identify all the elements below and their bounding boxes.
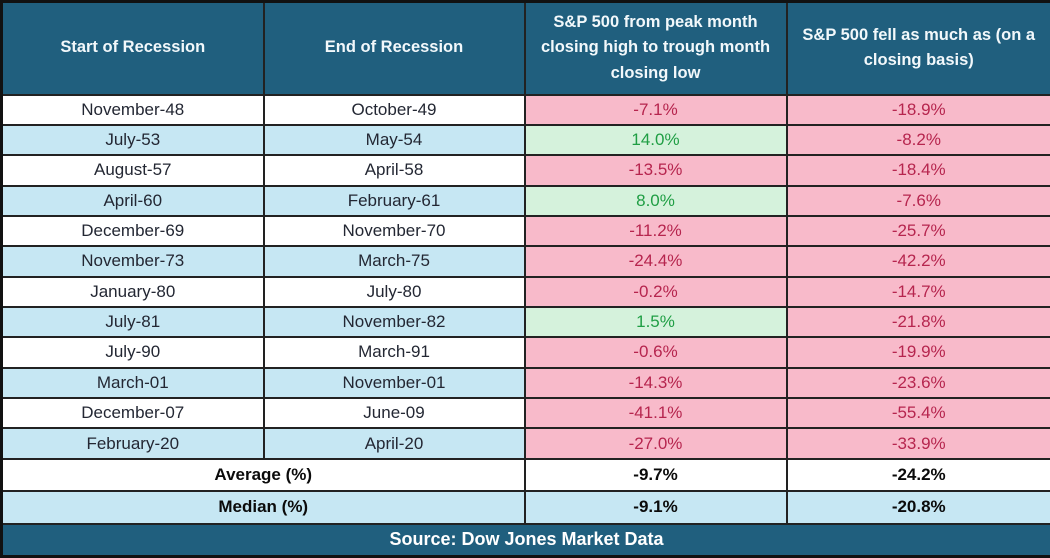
- max-decline-cell: -21.8%: [785, 305, 1050, 339]
- peak-trough-cell: -0.6%: [523, 336, 788, 369]
- table-row: November-48 October-49 -7.1% -18.9%: [0, 93, 1050, 126]
- end-date-cell: July-80: [262, 275, 526, 308]
- column-header-start-of-recession: Start of Recession: [0, 0, 265, 96]
- column-header-peak-to-trough: S&P 500 from peak month closing high to …: [523, 0, 788, 96]
- average-label: Average (%): [0, 457, 526, 493]
- table-row: August-57 April-58 -13.5% -18.4%: [0, 154, 1050, 187]
- table-row: December-69 November-70 -11.2% -25.7%: [0, 214, 1050, 248]
- start-date-cell: March-01: [0, 366, 265, 399]
- end-date-cell: October-49: [262, 93, 526, 126]
- max-decline-cell: -14.7%: [785, 275, 1050, 308]
- peak-trough-cell: 1.5%: [523, 305, 788, 339]
- table-row: December-07 June-09 -41.1% -55.4%: [0, 396, 1050, 430]
- peak-trough-cell: -27.0%: [523, 427, 788, 460]
- start-date-cell: February-20: [0, 427, 265, 460]
- start-date-cell: July-81: [0, 305, 265, 339]
- average-max-decline: -24.2%: [785, 457, 1050, 493]
- median-label: Median (%): [0, 490, 526, 525]
- end-date-cell: November-82: [262, 305, 526, 339]
- average-peak-to-trough: -9.7%: [523, 457, 788, 493]
- max-decline-cell: -7.6%: [785, 184, 1050, 217]
- start-date-cell: January-80: [0, 275, 265, 308]
- peak-trough-cell: -24.4%: [523, 245, 788, 278]
- table-row: July-81 November-82 1.5% -21.8%: [0, 305, 1050, 339]
- max-decline-cell: -8.2%: [785, 123, 1050, 157]
- end-date-cell: April-58: [262, 154, 526, 187]
- start-date-cell: August-57: [0, 154, 265, 187]
- start-date-cell: November-48: [0, 93, 265, 126]
- peak-trough-cell: -13.5%: [523, 154, 788, 187]
- summary-row-median: Median (%) -9.1% -20.8%: [0, 490, 1050, 525]
- max-decline-cell: -55.4%: [785, 396, 1050, 430]
- max-decline-cell: -19.9%: [785, 336, 1050, 369]
- table-row: July-53 May-54 14.0% -8.2%: [0, 123, 1050, 157]
- peak-trough-cell: 8.0%: [523, 184, 788, 217]
- table-row: February-20 April-20 -27.0% -33.9%: [0, 427, 1050, 460]
- start-date-cell: April-60: [0, 184, 265, 217]
- max-decline-cell: -18.9%: [785, 93, 1050, 126]
- start-date-cell: July-53: [0, 123, 265, 157]
- peak-trough-cell: -14.3%: [523, 366, 788, 399]
- summary-body: Average (%) -9.7% -24.2% Median (%) -9.1…: [0, 457, 1050, 525]
- start-date-cell: July-90: [0, 336, 265, 369]
- end-date-cell: April-20: [262, 427, 526, 460]
- table-row: January-80 July-80 -0.2% -14.7%: [0, 275, 1050, 308]
- peak-trough-cell: -0.2%: [523, 275, 788, 308]
- table-body: November-48 October-49 -7.1% -18.9% July-53 M…: [0, 93, 1050, 460]
- summary-row-average: Average (%) -9.7% -24.2%: [0, 457, 1050, 493]
- median-peak-to-trough: -9.1%: [523, 490, 788, 525]
- column-header-end-of-recession: End of Recession: [262, 0, 526, 96]
- median-max-decline: -20.8%: [785, 490, 1050, 525]
- table-header: Start of Recession End of Recession S&P …: [0, 0, 1050, 96]
- max-decline-cell: -18.4%: [785, 154, 1050, 187]
- start-date-cell: December-07: [0, 396, 265, 430]
- column-header-max-decline: S&P 500 fell as much as (on a closing ba…: [785, 0, 1050, 96]
- max-decline-cell: -33.9%: [785, 427, 1050, 460]
- table-row: November-73 March-75 -24.4% -42.2%: [0, 245, 1050, 278]
- max-decline-cell: -25.7%: [785, 214, 1050, 248]
- end-date-cell: February-61: [262, 184, 526, 217]
- end-date-cell: November-01: [262, 366, 526, 399]
- peak-trough-cell: -41.1%: [523, 396, 788, 430]
- end-date-cell: June-09: [262, 396, 526, 430]
- table-row: March-01 November-01 -14.3% -23.6%: [0, 366, 1050, 399]
- max-decline-cell: -42.2%: [785, 245, 1050, 278]
- table-footer: Source: Dow Jones Market Data: [0, 522, 1050, 558]
- table-row: April-60 February-61 8.0% -7.6%: [0, 184, 1050, 217]
- end-date-cell: March-75: [262, 245, 526, 278]
- start-date-cell: November-73: [0, 245, 265, 278]
- end-date-cell: May-54: [262, 123, 526, 157]
- max-decline-cell: -23.6%: [785, 366, 1050, 399]
- table-row: July-90 March-91 -0.6% -19.9%: [0, 336, 1050, 369]
- source-row: Source: Dow Jones Market Data: [0, 522, 1050, 558]
- end-date-cell: March-91: [262, 336, 526, 369]
- peak-trough-cell: -7.1%: [523, 93, 788, 126]
- peak-trough-cell: 14.0%: [523, 123, 788, 157]
- peak-trough-cell: -11.2%: [523, 214, 788, 248]
- end-date-cell: November-70: [262, 214, 526, 248]
- start-date-cell: December-69: [0, 214, 265, 248]
- header-row: Start of Recession End of Recession S&P …: [0, 0, 1050, 96]
- source-note: Source: Dow Jones Market Data: [0, 522, 1050, 558]
